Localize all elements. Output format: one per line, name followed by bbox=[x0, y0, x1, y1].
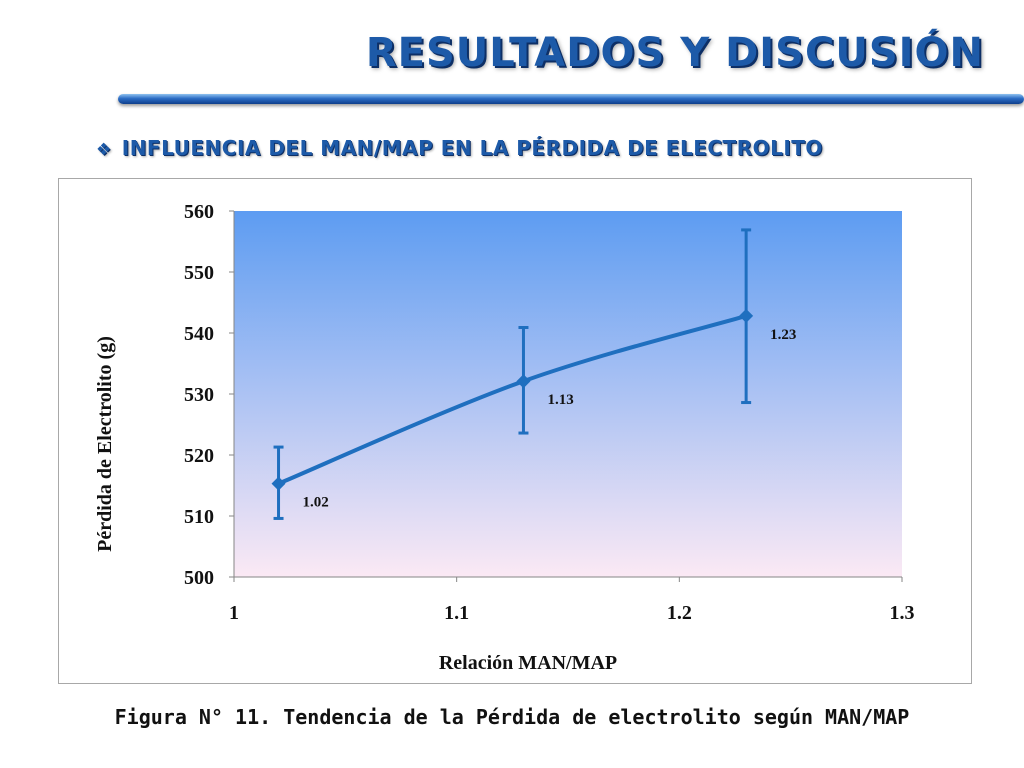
y-tick-label: 520 bbox=[184, 445, 214, 467]
diamond-bullet-icon: ❖ bbox=[96, 140, 112, 160]
data-point-marker bbox=[516, 374, 531, 389]
figure-caption: Figura N° 11. Tendencia de la Pérdida de… bbox=[114, 705, 910, 729]
y-tick-label: 560 bbox=[184, 201, 214, 223]
data-label: 1.23 bbox=[770, 327, 796, 343]
y-tick-label: 540 bbox=[184, 323, 214, 345]
data-point-marker bbox=[739, 308, 754, 323]
y-tick-label: 550 bbox=[184, 262, 214, 284]
y-tick-label: 500 bbox=[184, 567, 214, 589]
y-axis-title: Pérdida de Electrolito (g) bbox=[94, 336, 116, 552]
series-marks: 1.02 1.13 1.23 bbox=[271, 228, 796, 520]
chart-svg: 500 510 520 530 540 550 560 1 1.1 1.2 1.3 Relación … bbox=[94, 201, 915, 674]
y-tick-label: 530 bbox=[184, 384, 214, 406]
x-axis-title: Relación MAN/MAP bbox=[439, 652, 617, 674]
subtitle-text: INFLUENCIA DEL MAN/MAP EN LA PÉRDIDA DE … bbox=[121, 136, 823, 160]
y-tick-label: 510 bbox=[184, 506, 214, 528]
plot-area bbox=[234, 211, 902, 577]
x-tick-label: 1 bbox=[229, 602, 239, 624]
slide-subtitle: ❖ INFLUENCIA DEL MAN/MAP EN LA PÉRDIDA DE… bbox=[96, 136, 823, 160]
axes: 500 510 520 530 540 550 560 1 1.1 1.2 1.3 Relación … bbox=[94, 201, 915, 674]
data-label: 1.02 bbox=[303, 495, 329, 511]
title-underline-bar bbox=[118, 94, 1024, 104]
slide-title: RESULTADOS Y DISCUSIÓN bbox=[365, 30, 984, 76]
data-point-marker bbox=[271, 476, 286, 491]
x-tick-label: 1.3 bbox=[890, 602, 915, 624]
data-label: 1.13 bbox=[547, 392, 573, 408]
chart-frame: 500 510 520 530 540 550 560 1 1.1 1.2 1.3 Relación … bbox=[58, 178, 972, 684]
x-tick-label: 1.1 bbox=[444, 602, 469, 624]
x-tick-label: 1.2 bbox=[667, 602, 692, 624]
